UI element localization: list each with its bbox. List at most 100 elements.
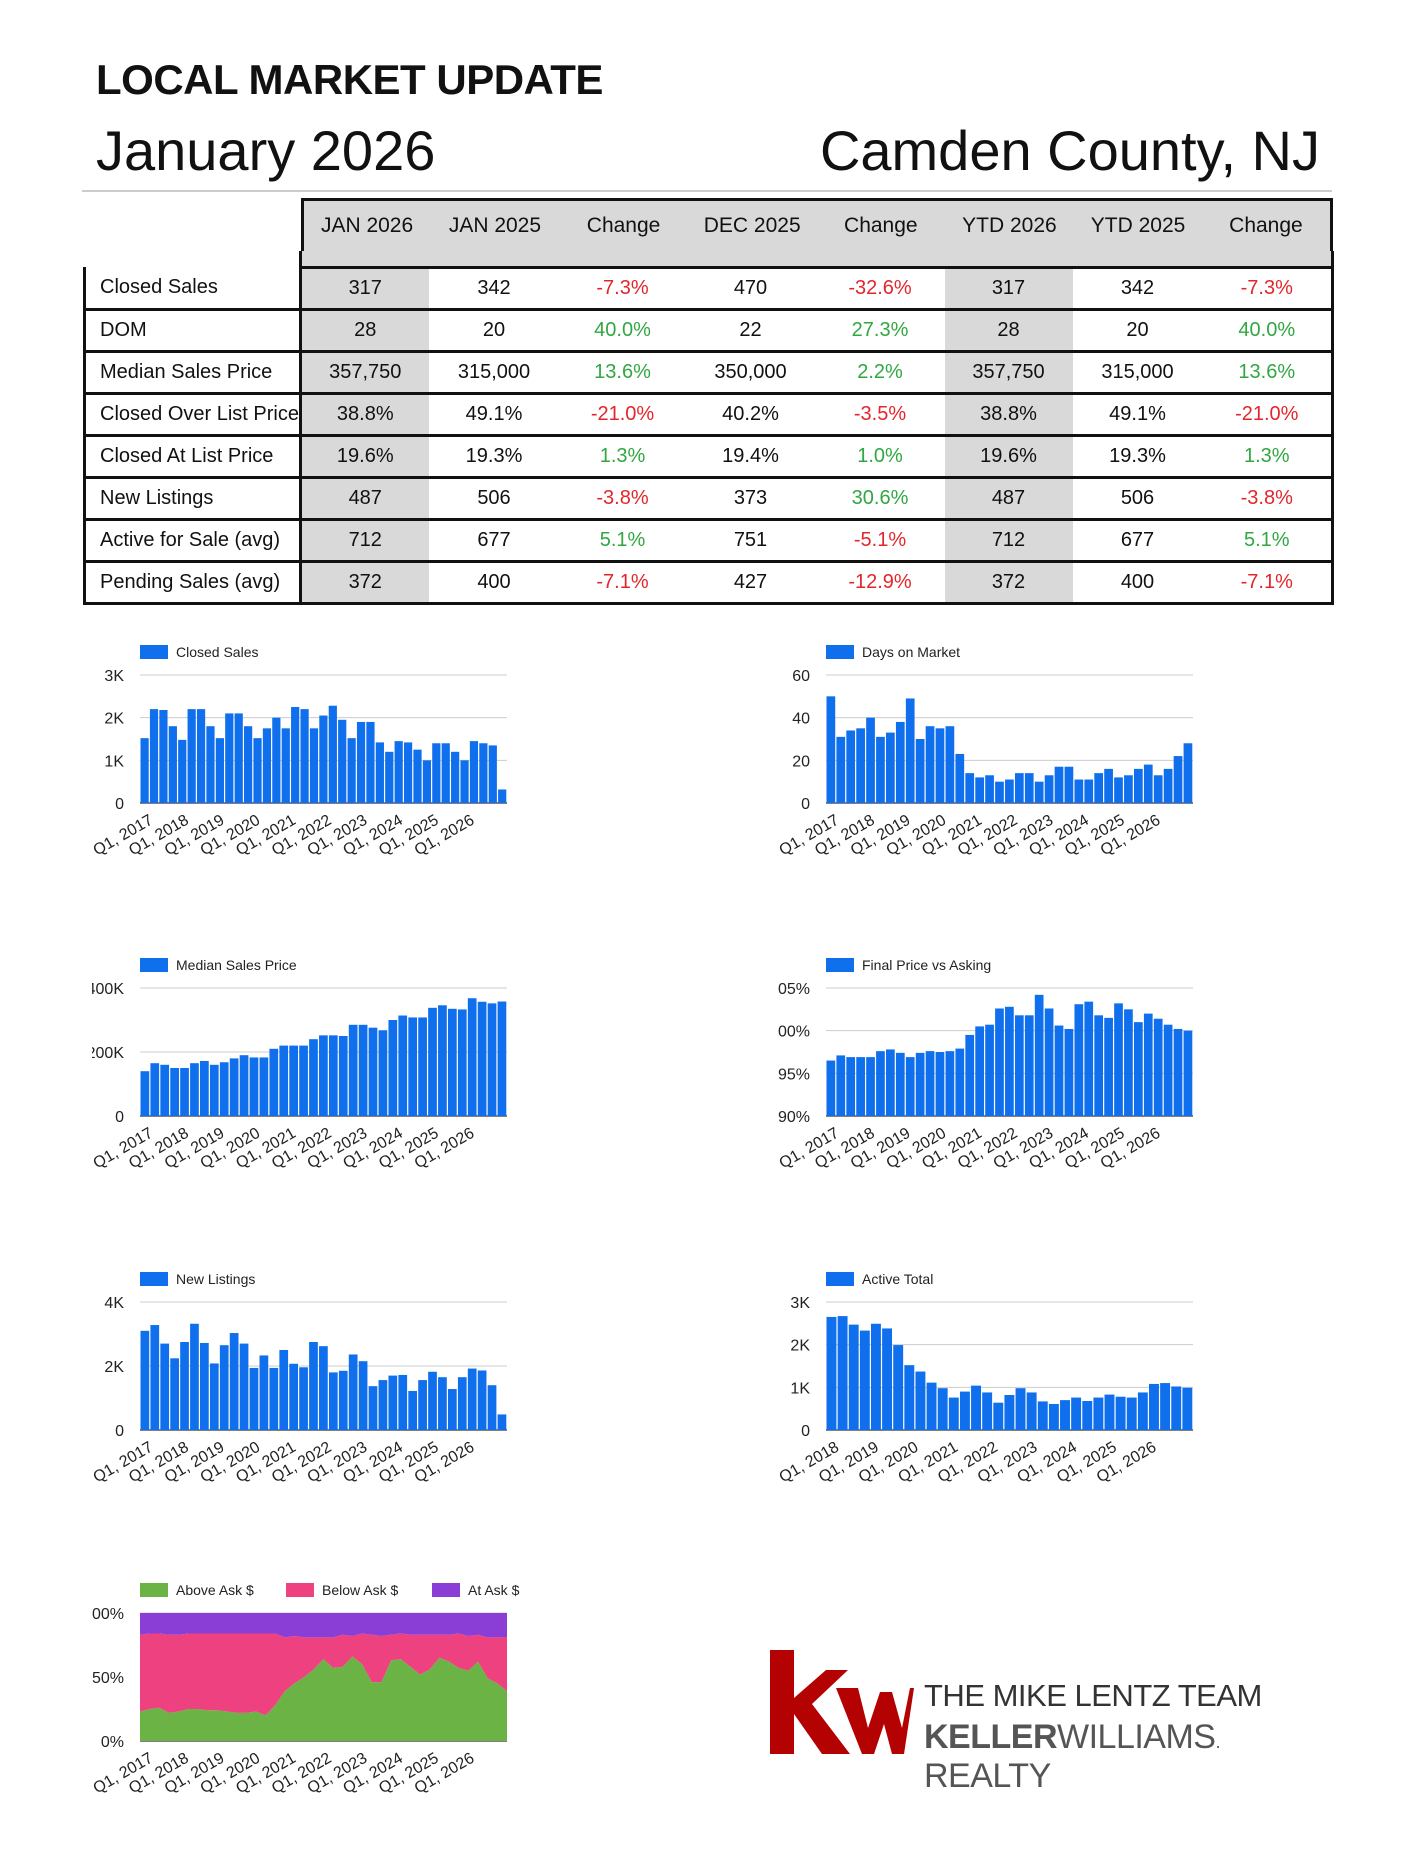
table-cell: 470: [685, 267, 816, 311]
y-tick-label: 2K: [790, 1338, 810, 1355]
bar: [1064, 1028, 1074, 1116]
table-row: Closed Over List Price 38.8% 49.1% -21.0% 40…: [83, 393, 1334, 437]
table-cell: 1.3%: [1202, 435, 1334, 479]
table-header-row: JAN 2026 JAN 2025 Change DEC 2025 Change YTD …: [84, 198, 1333, 251]
table-cell: 506: [1072, 477, 1203, 521]
brokerage-name: KELLERWILLIAMS. REALTY: [924, 1718, 1220, 1795]
bar: [239, 1055, 249, 1116]
bar: [259, 1057, 269, 1116]
area-series: [140, 1613, 507, 1638]
bar: [893, 1345, 904, 1430]
bar: [1014, 1015, 1024, 1116]
table-cell: 13.6%: [1202, 351, 1334, 395]
bar: [1133, 768, 1143, 803]
bar: [995, 1008, 1004, 1116]
bar: [438, 1377, 447, 1430]
bar: [239, 1343, 249, 1430]
row-label: Closed Over List Price: [83, 393, 302, 437]
y-tick-label: 200K: [92, 1045, 124, 1062]
report-kicker: LOCAL MARKET UPDATE: [96, 56, 603, 103]
table-cell: 1.3%: [559, 435, 686, 479]
report-month: January 2026: [96, 119, 436, 182]
legend-swatch: [826, 645, 854, 659]
table-cell: 19.6%: [300, 435, 429, 479]
area-series: [140, 1633, 507, 1716]
y-tick-label: 400K: [92, 981, 124, 998]
legend-label: New Listings: [176, 1272, 255, 1287]
bar: [1026, 1392, 1037, 1430]
bar: [309, 728, 319, 803]
column-header: YTD 2025: [1090, 214, 1186, 237]
bar: [1054, 766, 1064, 803]
bar: [1034, 994, 1044, 1116]
bar: [159, 709, 168, 803]
bar: [309, 1039, 318, 1116]
table-cell: 712: [944, 519, 1073, 563]
bar: [945, 726, 955, 803]
bar: [398, 1015, 408, 1116]
bar: [975, 777, 985, 803]
y-tick-label: 0%: [101, 1734, 124, 1751]
table-cell: 5.1%: [1202, 519, 1334, 563]
bar: [935, 1052, 945, 1116]
bar: [253, 738, 262, 803]
row-label: DOM: [83, 309, 302, 353]
bar: [418, 1380, 427, 1430]
table-cell: 49.1%: [1072, 393, 1203, 437]
bar: [955, 1048, 965, 1116]
bar: [1004, 1395, 1015, 1430]
bar: [859, 1330, 870, 1430]
y-tick-label: 100%: [92, 1606, 124, 1623]
bar: [281, 728, 290, 803]
bar: [140, 1071, 150, 1116]
bar: [348, 1024, 358, 1116]
bar: [886, 732, 895, 803]
row-label: Pending Sales (avg): [83, 561, 302, 605]
legend-swatch: [826, 958, 854, 972]
bar: [1124, 1009, 1133, 1116]
bar: [895, 721, 905, 803]
bar: [150, 1063, 160, 1116]
table-cell: 357,750: [944, 351, 1073, 395]
bar: [965, 1034, 975, 1116]
bar: [422, 760, 432, 803]
bar: [385, 751, 394, 803]
bar: [229, 1058, 239, 1116]
bar: [244, 726, 253, 803]
column-header: JAN 2026: [320, 214, 414, 237]
bar: [178, 739, 187, 803]
bar: [935, 728, 945, 803]
y-tick-label: 100%: [778, 1024, 810, 1041]
legend-swatch: [140, 1272, 168, 1286]
table-cell: 20: [428, 309, 560, 353]
bar: [836, 1055, 846, 1116]
bar: [187, 709, 196, 803]
y-tick-label: 50%: [92, 1670, 124, 1687]
bar: [1153, 775, 1163, 803]
bar: [876, 1051, 885, 1116]
y-tick-label: 0: [801, 1423, 810, 1440]
bar: [467, 1368, 477, 1430]
bar: [846, 1057, 856, 1116]
table-cell: 19.3%: [428, 435, 560, 479]
table-cell: 372: [944, 561, 1073, 605]
bar: [356, 721, 366, 803]
bar: [348, 1354, 358, 1430]
bar: [1183, 1030, 1193, 1116]
bar: [904, 1365, 915, 1430]
bar: [1153, 1018, 1163, 1116]
legend-swatch: [140, 645, 168, 659]
bar: [1084, 1001, 1094, 1116]
table-cell: 506: [428, 477, 560, 521]
bar: [1114, 777, 1123, 803]
legend-swatch: [286, 1583, 314, 1597]
bar: [200, 1060, 209, 1116]
bar: [358, 1361, 368, 1430]
bar: [234, 713, 243, 803]
bar: [279, 1350, 289, 1430]
table-cell: -12.9%: [815, 561, 945, 605]
bar: [319, 1035, 328, 1116]
bar: [338, 1036, 348, 1116]
bar: [1024, 773, 1034, 803]
